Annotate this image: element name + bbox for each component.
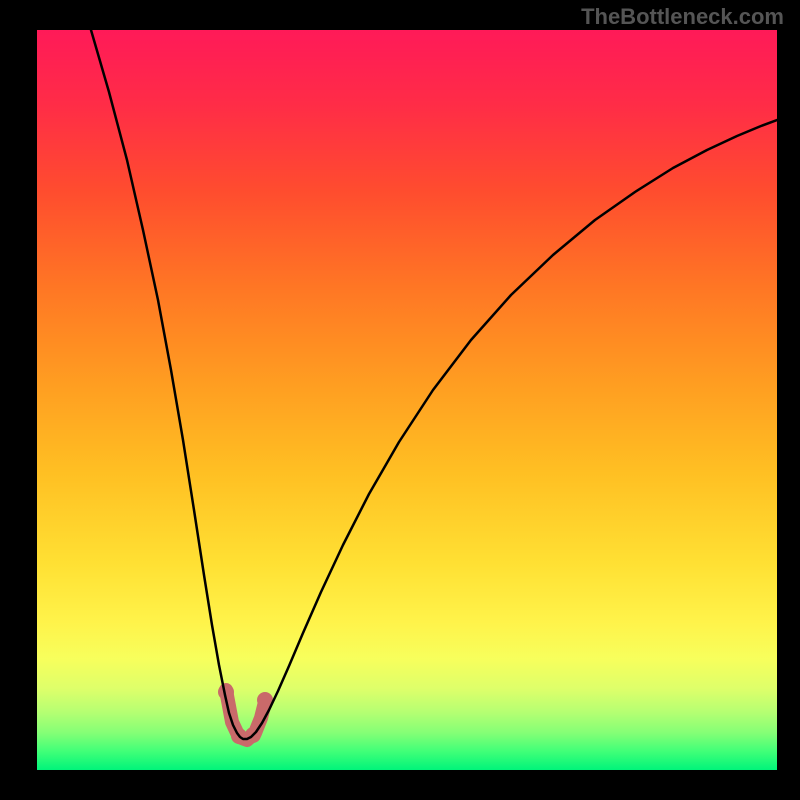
chart-svg (37, 30, 777, 770)
chart-frame: TheBottleneck.com (0, 0, 800, 800)
plot-area (37, 30, 777, 770)
watermark-text: TheBottleneck.com (581, 4, 784, 30)
v-curve (91, 30, 777, 739)
